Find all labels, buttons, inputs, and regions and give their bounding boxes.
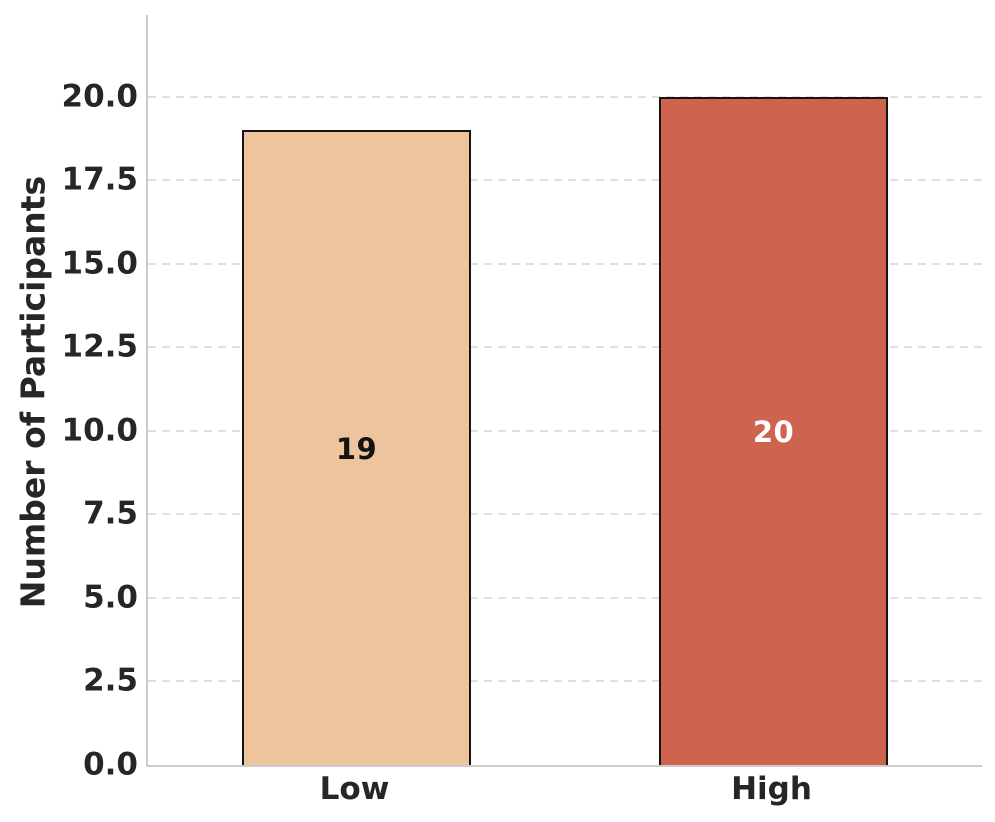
bar-value-label: 20 [752, 414, 795, 449]
y-tick-label: 10.0 [61, 412, 139, 449]
gridline [148, 429, 982, 432]
gridline [148, 95, 982, 98]
y-tick-label: 5.0 [83, 579, 138, 616]
bar-value-label: 19 [335, 431, 378, 466]
y-tick-label: 15.0 [61, 245, 139, 282]
plot-area: 19 20 [146, 15, 982, 767]
y-tick-label: 17.5 [61, 161, 139, 198]
bar-high: 20 [659, 96, 888, 765]
gridline [148, 179, 982, 182]
gridline [148, 346, 982, 349]
gridline [148, 262, 982, 265]
y-axis-label: Number of Participants [13, 175, 53, 609]
y-tick-label: 2.5 [83, 662, 138, 699]
bar-low: 19 [242, 130, 471, 765]
y-tick-label: 20.0 [61, 78, 139, 115]
x-tick-label-low: Low [319, 771, 390, 807]
y-tick-label: 12.5 [61, 328, 139, 365]
gridline [148, 596, 982, 599]
gridline [148, 513, 982, 516]
gridline [148, 680, 982, 683]
y-tick-label: 0.0 [83, 746, 138, 783]
x-tick-label-high: High [731, 771, 812, 807]
y-tick-label: 7.5 [83, 495, 138, 532]
